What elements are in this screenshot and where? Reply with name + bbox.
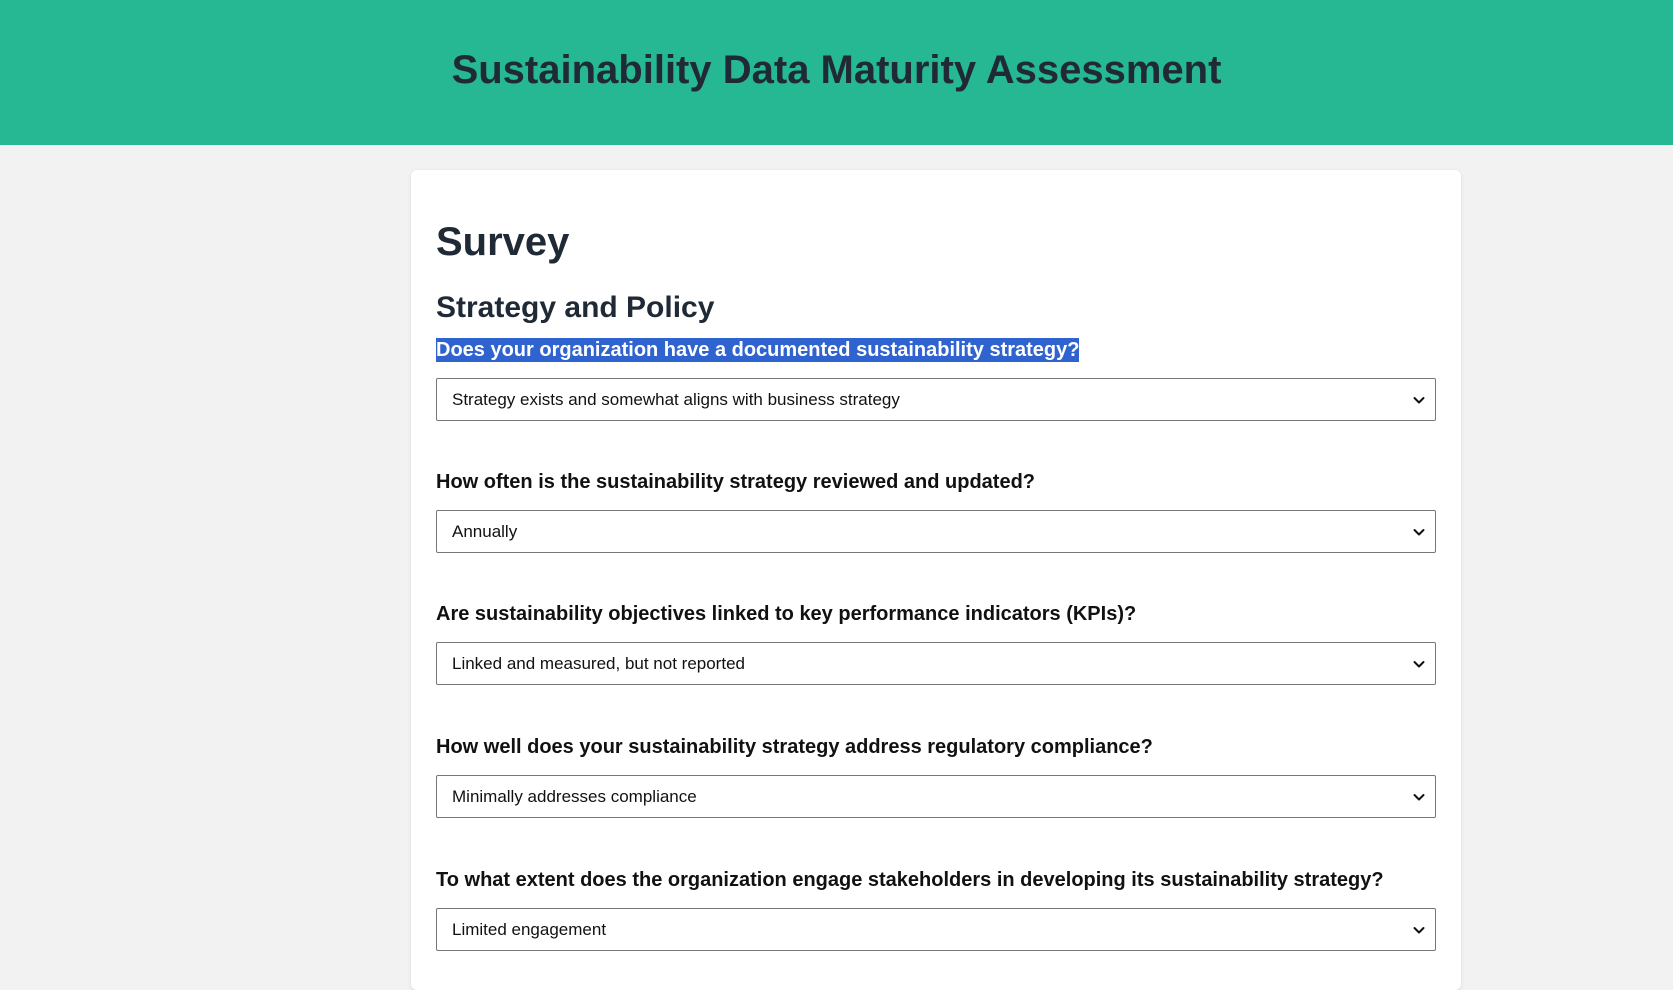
select-value: Minimally addresses compliance <box>452 787 697 806</box>
chevron-down-icon <box>1413 529 1425 536</box>
question-label: Does your organization have a documented… <box>436 338 1080 362</box>
chevron-down-icon <box>1413 661 1425 668</box>
question-label: How often is the sustainability strategy… <box>436 471 1036 493</box>
answer-select[interactable]: Linked and measured, but not reported <box>436 642 1436 685</box>
question-item: Does your organization have a documented… <box>436 338 1436 421</box>
chevron-down-icon <box>1413 927 1425 934</box>
question-label: To what extent does the organization eng… <box>436 869 1384 891</box>
survey-card: Survey Strategy and Policy Does your org… <box>411 170 1461 990</box>
question-item: To what extent does the organization eng… <box>436 868 1436 951</box>
question-item: How well does your sustainability strate… <box>436 735 1436 818</box>
page-header: Sustainability Data Maturity Assessment <box>0 0 1673 145</box>
select-value: Linked and measured, but not reported <box>452 654 745 673</box>
question-label: Are sustainability objectives linked to … <box>436 603 1137 625</box>
answer-select[interactable]: Minimally addresses compliance <box>436 775 1436 818</box>
chevron-down-icon <box>1413 397 1425 404</box>
survey-title: Survey <box>436 220 570 264</box>
question-label: How well does your sustainability strate… <box>436 736 1153 758</box>
question-item: How often is the sustainability strategy… <box>436 470 1436 553</box>
answer-select[interactable]: Annually <box>436 510 1436 553</box>
select-value: Annually <box>452 522 518 541</box>
section-title: Strategy and Policy <box>436 291 715 324</box>
answer-select[interactable]: Strategy exists and somewhat aligns with… <box>436 378 1436 421</box>
chevron-down-icon <box>1413 794 1425 801</box>
answer-select[interactable]: Limited engagement <box>436 908 1436 951</box>
header-title: Sustainability Data Maturity Assessment <box>451 48 1222 92</box>
question-item: Are sustainability objectives linked to … <box>436 602 1436 685</box>
select-value: Strategy exists and somewhat aligns with… <box>452 390 900 409</box>
select-value: Limited engagement <box>452 920 607 939</box>
